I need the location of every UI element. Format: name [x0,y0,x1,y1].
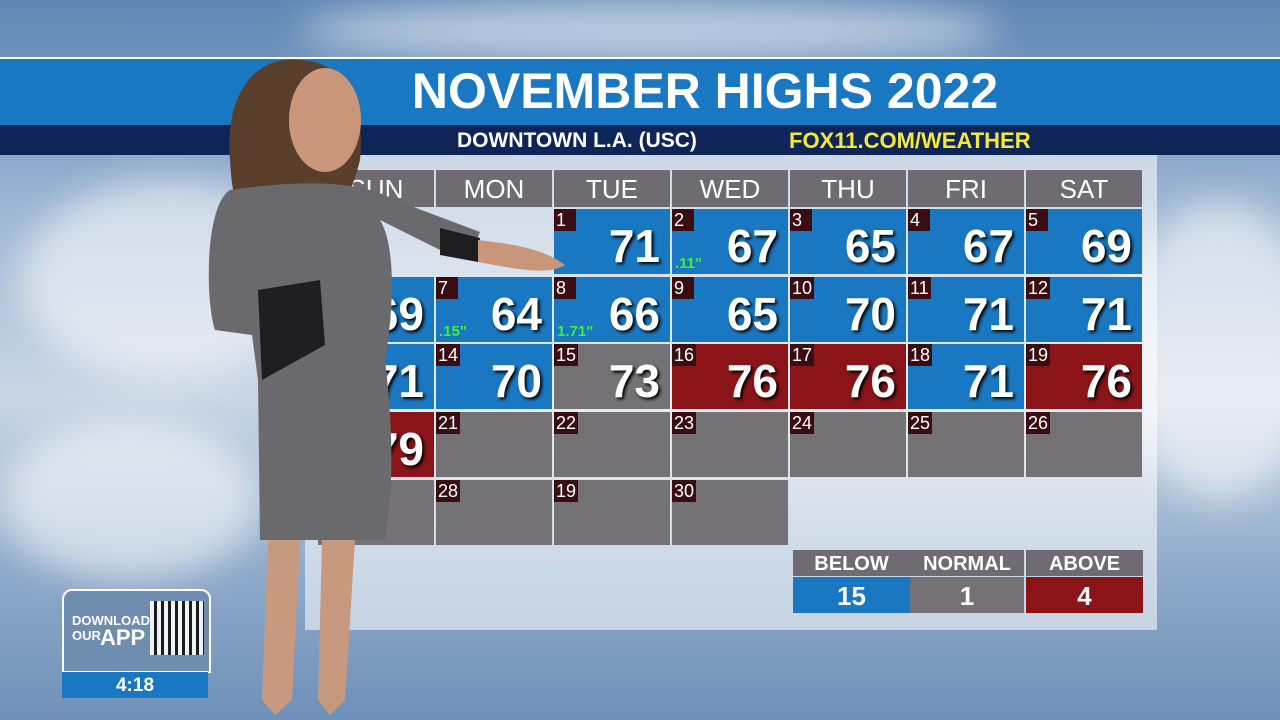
day-header: MON [436,170,552,207]
cloud [0,420,260,580]
day-cell: 24 [790,412,906,477]
day-cell: 23 [672,412,788,477]
high-temp: 76 [844,355,896,407]
high-temp: 71 [962,355,1014,407]
day-cell: 2 67 .11" [672,209,788,274]
legend-count: 15 [793,577,910,613]
day-cell: 28 [436,480,552,545]
day-cell: 1 71 [554,209,670,274]
day-number: 7 [436,277,458,299]
day-number: 19 [1026,344,1051,366]
day-cell: 12 71 [1026,277,1142,342]
high-temp: 64 [490,288,542,340]
high-temp: 70 [844,288,896,340]
day-cell: 3 65 [790,209,906,274]
location: DOWNTOWN L.A. (USC) [457,129,697,152]
day-number: 21 [436,412,461,434]
day-header: THU [790,170,906,207]
title: NOVEMBER HIGHS 2022 [411,63,999,119]
day-header: SAT [1026,170,1142,207]
day-number: 28 [436,480,461,502]
high-temp: 67 [726,220,778,272]
legend-label: NORMAL [910,550,1024,576]
day-number: 17 [790,344,815,366]
day-number: 10 [790,277,815,299]
day-number: 14 [436,344,461,366]
day-cell: 9 65 [672,277,788,342]
app-promo: DOWNLOAD OUR APP [62,589,211,673]
day-cell: 8 66 1.71" [554,277,670,342]
high-temp: 71 [608,220,660,272]
high-temp: 66 [608,288,660,340]
day-number: 24 [790,412,815,434]
high-temp: 65 [726,288,778,340]
subtitle-bar [0,125,1280,155]
day-cell: 5 69 [1026,209,1142,274]
day-number: 26 [1026,412,1051,434]
day-number: 9 [672,277,694,299]
title-bar [0,57,1280,127]
precip: .15" [439,323,467,340]
legend-label: ABOVE [1026,550,1143,576]
cloud [300,0,1000,60]
day-number: 15 [554,344,579,366]
day-cell: 19 [554,480,670,545]
high-temp: 67 [962,220,1014,272]
day-number: 8 [554,277,576,299]
day-cell: 7 64 .15" [436,277,552,342]
high-temp: 73 [608,355,660,407]
day-header: FRI [908,170,1024,207]
website: FOX11.COM/WEATHER [789,128,1031,153]
day-cell: 19 76 [1026,344,1142,409]
day-cell: 11 71 [908,277,1024,342]
promo-text: OUR [72,628,101,643]
precip: .11" [675,255,703,272]
day-cell: 10 70 [790,277,906,342]
precip: 1.71" [557,323,594,340]
day-number: 18 [908,344,933,366]
day-cell: 26 [1026,412,1142,477]
day-number: 16 [672,344,697,366]
day-number: 30 [672,480,697,502]
day-cell: 15 73 [554,344,670,409]
day-number: 4 [908,209,930,231]
day-number: 25 [908,412,933,434]
day-cell: 18 71 [908,344,1024,409]
day-cell: 30 [672,480,788,545]
legend-count: 4 [1026,577,1143,613]
qr-code [150,601,204,655]
day-number: 3 [790,209,812,231]
day-cell: 22 [554,412,670,477]
legend-label: BELOW [793,550,910,576]
high-temp: 76 [726,355,778,407]
high-temp: 71 [962,288,1014,340]
day-header: WED [672,170,788,207]
day-number: 11 [908,277,931,299]
promo-text: DOWNLOAD [72,613,150,628]
day-number: 23 [672,412,697,434]
day-cell: 4 67 [908,209,1024,274]
day-cell: 14 70 [436,344,552,409]
day-cell: 21 [436,412,552,477]
high-temp: 65 [844,220,896,272]
day-number: 1 [554,209,576,231]
legend-count: 1 [910,577,1024,613]
day-number: 2 [672,209,694,231]
high-temp: 69 [1080,220,1132,272]
day-number: 22 [554,412,579,434]
day-number: 19 [554,480,579,502]
high-temp: 76 [1080,355,1132,407]
day-header: TUE [554,170,670,207]
clock: 4:18 [62,672,208,698]
high-temp: 71 [1080,288,1132,340]
day-cell: 25 [908,412,1024,477]
promo-text: APP [100,625,146,650]
high-temp: 70 [490,355,542,407]
day-cell: 16 76 [672,344,788,409]
day-cell: 17 76 [790,344,906,409]
day-number: 12 [1026,277,1051,299]
day-number: 5 [1026,209,1048,231]
